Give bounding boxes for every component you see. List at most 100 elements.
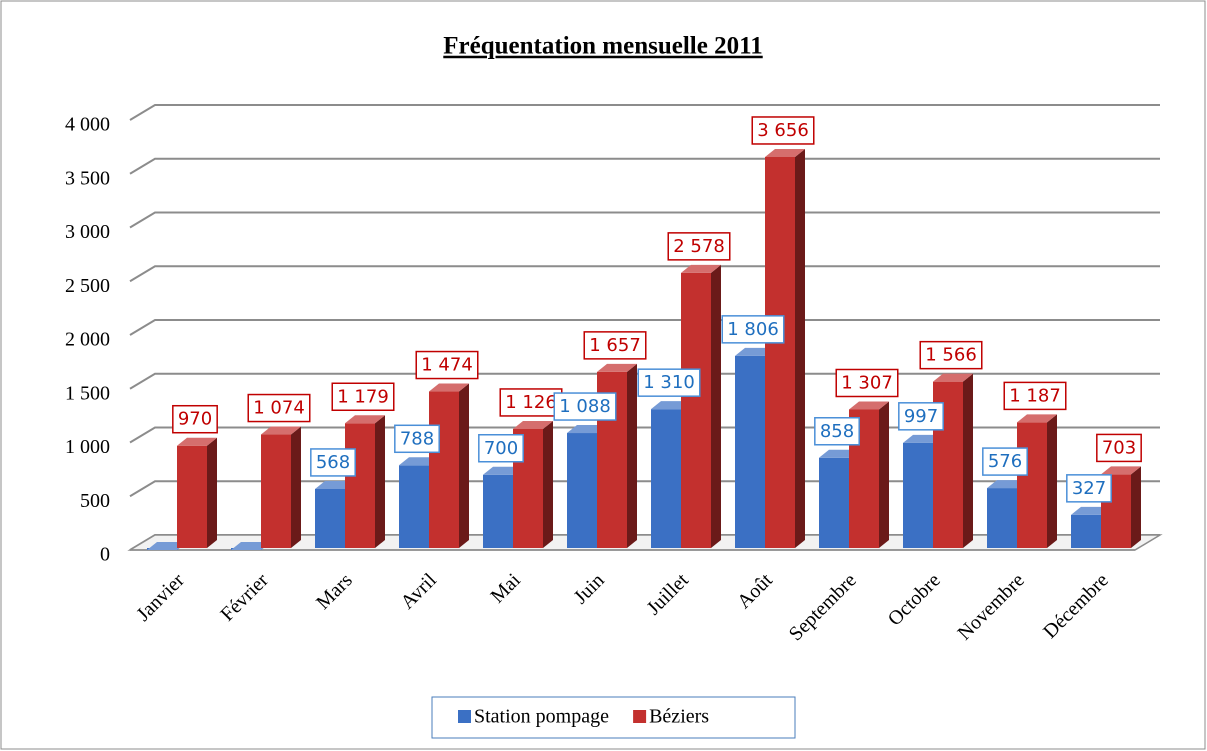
value-label: 3 656 [757,120,809,141]
value-label-box [394,424,440,454]
value-label-box [1066,474,1112,503]
bar [681,272,711,548]
value-label-box [814,417,860,446]
bar-group [345,415,385,548]
grid-line [129,265,1160,283]
grid-line [129,319,1160,336]
bar-group [261,426,301,548]
bar [567,433,597,548]
value-label: 568 [316,452,350,473]
bar-top [849,401,889,410]
value-label-box [982,447,1028,476]
value-label-box [835,368,899,398]
bar [429,391,459,548]
bar-side [627,363,637,548]
legend-swatch [458,710,471,723]
bar-side [1131,466,1141,548]
bar-top [681,264,721,273]
value-label: 703 [1102,437,1136,458]
bar [1071,514,1101,548]
value-label-box [172,404,218,434]
value-label: 970 [178,409,212,430]
value-label: 1 566 [925,345,977,366]
bar-side [963,373,973,548]
bar-side [207,437,217,548]
bar-group [597,363,637,548]
bar-side [711,264,721,548]
value-label-box [553,392,617,421]
value-label: 327 [1072,478,1106,499]
legend-label: Béziers [649,706,709,728]
bar-top [1101,466,1141,475]
bar [315,488,345,548]
value-label-box [478,434,524,463]
legend-box [431,696,796,739]
bar [735,355,765,548]
bar [261,434,291,548]
value-label: 1 088 [559,396,611,417]
y-tick-label: 2 500 [65,275,110,297]
legend-label: Station pompage [474,706,609,728]
y-tick-label: 1 500 [65,382,110,404]
bar [483,474,513,548]
bar-side [375,415,385,548]
value-label: 788 [400,428,434,449]
value-label: 2 578 [673,236,725,257]
value-label: 1 474 [421,355,473,376]
value-label-box [898,402,944,431]
bar-top [933,373,973,382]
value-label-box [310,448,356,477]
value-label-box [721,315,785,344]
grid-line [129,372,1160,390]
bar [651,409,681,548]
bar-group [1017,414,1057,548]
grid-line [129,104,1160,121]
value-label-box [331,382,395,412]
value-label: 576 [988,451,1022,472]
value-label-box [247,393,311,423]
chart-title: Fréquentation mensuelle 2011 [443,33,762,60]
y-tick-label: 2 000 [65,329,110,351]
bar [1017,422,1047,548]
bar-group [765,148,805,549]
value-label-box [415,350,479,380]
value-label: 1 307 [841,372,893,393]
bar-side [1047,414,1057,548]
value-label-box [751,116,815,145]
value-label-box [667,232,731,261]
value-label-box [637,368,701,397]
grid-line [129,157,1160,175]
y-tick-label: 3 000 [65,221,110,243]
bar [765,156,795,549]
bar-top [429,383,469,392]
value-label-box [1096,433,1142,463]
bar-side [795,148,805,549]
bar-side [459,383,469,548]
y-tick-label: 1 000 [65,436,110,458]
bar [399,465,429,548]
value-label: 1 074 [253,398,305,419]
y-tick-label: 3 500 [65,167,110,189]
value-label: 1 657 [589,335,641,356]
bar [987,488,1017,548]
value-label: 1 126 [505,392,557,413]
value-label: 997 [904,406,938,427]
value-label: 858 [820,421,854,442]
bar-side [543,420,553,548]
bar [819,457,849,548]
bar [345,423,375,548]
bar [177,445,207,548]
value-label-box [919,340,983,370]
legend-swatch [633,710,647,723]
grid-line [129,211,1160,229]
bar-top [765,148,805,157]
bar-top [513,420,553,429]
value-label: 1 310 [643,372,695,393]
value-label-box [1003,381,1067,411]
y-tick-label: 500 [80,490,110,512]
y-tick-label: 0 [100,544,110,566]
value-label: 1 187 [1009,385,1061,406]
bar-group [429,383,469,548]
bar-group [681,264,721,548]
